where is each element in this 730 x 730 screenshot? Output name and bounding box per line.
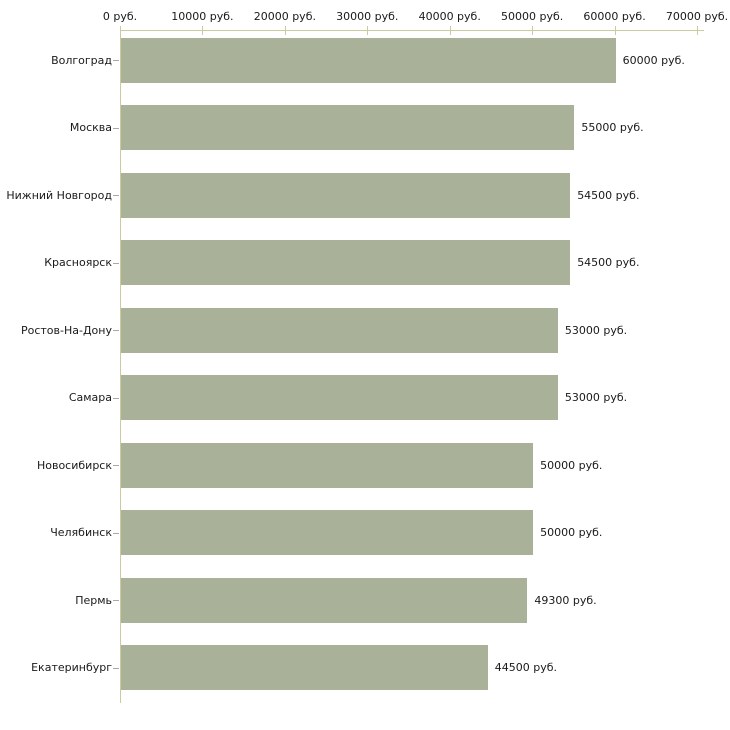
value-label: 44500 руб. [494,661,558,674]
bar-row: Волгоград 60000 руб. [51,30,726,98]
category-label: Красноярск [44,256,112,269]
bar-row: Челябинск 50000 руб. [50,503,726,571]
bar [121,577,528,623]
category-label: Москва [69,121,112,134]
x-axis-line [120,30,704,31]
category-tick-mark [113,397,119,399]
value-label: 53000 руб. [564,391,628,404]
x-axis-tick-label: 60000 руб. [583,10,646,23]
category-tick-mark [113,330,119,331]
bar-line: 55000 руб. [121,105,726,150]
category-label: Новосибирск [36,458,112,472]
category-label: Пермь [75,593,112,607]
x-axis-tick-label: 70000 руб. [665,10,729,23]
bar-line: 53000 руб. [121,307,726,353]
category-label: Челябинск [50,526,112,539]
value-label: 50000 руб. [540,526,603,539]
value-label: 50000 руб. [540,458,603,472]
value-label: 60000 руб. [622,53,685,67]
category-tick-mark [113,262,119,264]
bar-row: Ростов-На-Дону 53000 руб. [21,300,726,368]
category-label: Ростов-На-Дону [20,323,112,337]
bar [121,105,575,150]
bar-line: 44500 руб. [121,645,726,690]
bar [121,240,571,285]
y-axis-line [120,30,121,703]
value-label: 55000 руб. [581,121,644,134]
category-tick-mark [113,600,119,601]
category-label: Самара [68,391,112,404]
bar-row: Красноярск 54500 руб. [44,233,726,301]
bar-row: Нижний Новгород 54500 руб. [6,165,726,233]
value-label: 49300 руб. [534,593,597,607]
bar [121,375,558,420]
value-label: 54500 руб. [577,188,640,202]
value-label: 54500 руб. [577,256,640,269]
x-axis-tick-label: 10000 руб. [171,10,234,23]
bar-row: Новосибирск 50000 руб. [37,435,726,503]
bar-line: 60000 руб. [121,37,726,83]
x-axis-tick-label: 0 руб. [102,10,138,23]
bar-line: 50000 руб. [121,442,726,488]
bar-line: 53000 руб. [121,375,726,420]
bar-row: Пермь 49300 руб. [75,570,726,638]
value-label: 53000 руб. [564,323,628,337]
x-axis-tick-label: 50000 руб. [501,10,564,23]
x-axis-tick-label: 30000 руб. [336,10,399,23]
bar-line: 50000 руб. [121,510,726,555]
bar [121,442,534,488]
category-tick-mark [113,195,119,196]
bar-row: Екатеринбург 44500 руб. [31,638,726,706]
category-label: Волгоград [51,53,112,67]
bar [121,307,558,353]
bars-area: Волгоград 60000 руб. Москва 55000 руб. Н… [6,30,726,706]
bar [121,510,534,555]
bar-line: 54500 руб. [121,240,726,285]
category-tick-mark [113,532,119,534]
bar-row: Москва 55000 руб. [70,98,726,166]
category-tick-mark [113,60,119,61]
bar-line: 54500 руб. [121,172,726,218]
category-label: Нижний Новгород [6,188,112,202]
x-axis-tick-label: 40000 руб. [418,10,481,23]
category-tick-mark [113,667,119,669]
category-tick-mark [113,127,119,129]
category-tick-mark [113,465,119,466]
bar [121,37,616,83]
bar-line: 49300 руб. [121,577,726,623]
bar [121,645,488,690]
category-label: Екатеринбург [31,661,112,674]
x-axis-tick-label: 20000 руб. [253,10,316,23]
bar [121,172,571,218]
bar-row: Самара 53000 руб. [69,368,726,436]
